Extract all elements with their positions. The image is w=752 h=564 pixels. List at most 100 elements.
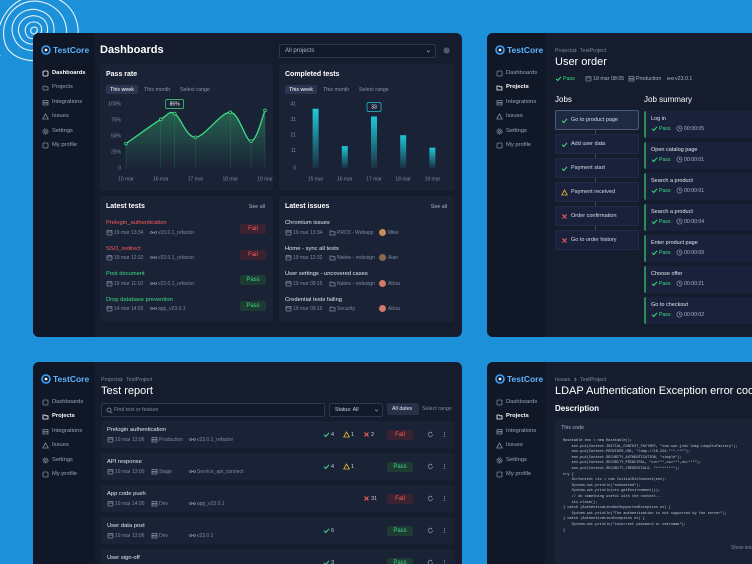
range-link[interactable]: Select range: [422, 406, 452, 412]
summary-item[interactable]: Search a product Pass 00:00:04: [644, 204, 752, 231]
job[interactable]: Go to order history: [555, 230, 639, 250]
test-version: v23.0.1_refactor: [158, 255, 195, 261]
cross-icon-part: [364, 496, 369, 501]
nav-item[interactable]: My profile: [52, 142, 78, 148]
tab[interactable]: Select range: [359, 86, 389, 93]
summary-item[interactable]: Search a product Pass 00:00:01: [644, 173, 752, 200]
report-row[interactable]: User data post 19 mar 13:06 Dev v23.0.1 6 Pas…: [101, 517, 455, 544]
order-screen: TestCore Dashboards Projects Integrations Is…: [487, 33, 752, 337]
nav-item[interactable]: Dashboards: [52, 70, 86, 76]
nav-item[interactable]: Projects: [52, 84, 73, 91]
issue-name[interactable]: Home - sync all tests: [285, 245, 339, 252]
rerun-icon-part: [430, 463, 433, 466]
tab[interactable]: This month: [323, 86, 350, 93]
folder-icon: [496, 414, 503, 420]
nav-item[interactable]: My profile: [506, 142, 532, 148]
square-icon-part: [42, 70, 49, 77]
nav-item[interactable]: Issues: [506, 113, 523, 120]
test-name[interactable]: Prelogin_authentication: [106, 220, 167, 226]
breadcrumb-item[interactable]: Projects: [555, 48, 575, 54]
avatar: [379, 305, 386, 312]
nav-item[interactable]: My profile: [506, 471, 532, 477]
square-icon-part: [496, 399, 503, 406]
y-tick-label: 31: [290, 117, 296, 123]
nav-item[interactable]: Projects: [506, 84, 529, 91]
summary-item[interactable]: Enter product page Pass 00:00:09: [644, 235, 752, 262]
clock-icon: [676, 218, 683, 225]
summary-item[interactable]: Open catalog page Pass 00:00:01: [644, 142, 752, 169]
job[interactable]: Add user data: [555, 134, 639, 154]
folder-icon-part: [496, 85, 503, 91]
nav-item[interactable]: Dashboards: [506, 70, 538, 76]
warn-icon: [496, 113, 503, 120]
test-name[interactable]: Drop database prevention: [106, 296, 173, 303]
folder-icon-part: [329, 306, 336, 312]
nav-item[interactable]: Settings: [506, 456, 527, 463]
issue-name[interactable]: Chromium issues: [285, 220, 330, 226]
tab[interactable]: This week: [285, 85, 317, 94]
bar: [341, 146, 348, 168]
nav-item[interactable]: Settings: [52, 456, 73, 463]
status-filter[interactable]: Status: All: [329, 403, 383, 417]
folder-icon: [42, 85, 49, 91]
report-row[interactable]: App code push 19 mar 14:00 Dev app_v23.0.1 3…: [101, 485, 455, 512]
nav-item[interactable]: Integrations: [52, 427, 83, 434]
row-version: v23.0.1: [197, 533, 214, 539]
summary-name: Open catalog page: [651, 147, 698, 153]
row-name: API response: [107, 459, 142, 465]
nav-item[interactable]: My profile: [52, 471, 78, 477]
search-box[interactable]: Find test or feature: [101, 403, 325, 417]
job[interactable]: Payment received: [555, 182, 639, 202]
test-name[interactable]: Post document: [106, 271, 145, 277]
breadcrumb-item[interactable]: Issues: [555, 377, 571, 383]
nav-item[interactable]: Integrations: [52, 98, 83, 105]
see-all[interactable]: See all: [248, 204, 265, 210]
calendar-icon-part: [285, 255, 292, 261]
summary-item[interactable]: Choose offer Pass 00:00:21: [644, 266, 752, 293]
dot: [443, 433, 446, 436]
summary-item[interactable]: Go to checkout Pass 00:00:02: [644, 297, 752, 324]
issue-name[interactable]: User settings - uncovered cases: [285, 271, 368, 277]
nav-item[interactable]: Settings: [506, 127, 527, 134]
nav-item[interactable]: Issues: [52, 113, 69, 120]
nav-item[interactable]: Settings: [52, 127, 73, 134]
nav-item[interactable]: Projects: [52, 413, 75, 420]
nav-item[interactable]: Integrations: [506, 98, 537, 105]
clock-icon-part: [679, 189, 681, 191]
issue-name[interactable]: Credential tests failing: [285, 296, 343, 303]
tab[interactable]: Select range: [180, 86, 210, 93]
job[interactable]: Payment start: [555, 158, 639, 178]
breadcrumb-item[interactable]: Projects: [101, 377, 121, 383]
breadcrumb-item[interactable]: TestProject: [580, 48, 607, 54]
dot: [443, 531, 446, 534]
see-all[interactable]: See all: [430, 204, 447, 210]
summary-item[interactable]: Log in Pass 00:00:05: [644, 111, 752, 138]
issue-date: 19 mar 09:15: [293, 280, 323, 287]
cross-icon: [364, 496, 369, 501]
branch-icon-part: [189, 438, 192, 441]
square-icon-part: [496, 70, 503, 77]
show-less[interactable]: Show less: [731, 545, 752, 551]
nav-item[interactable]: Projects: [506, 413, 529, 420]
server-icon-part: [151, 439, 158, 443]
test-name[interactable]: SSO_redirect: [106, 245, 141, 252]
job[interactable]: Go to product page: [555, 110, 639, 130]
tab[interactable]: This month: [144, 86, 171, 93]
dates-filter[interactable]: All dates: [387, 403, 419, 415]
nav-item[interactable]: Dashboards: [52, 399, 84, 405]
clock-icon-part: [676, 311, 683, 318]
breadcrumb-item[interactable]: TestProject: [126, 377, 153, 383]
nav-item[interactable]: Issues: [506, 442, 523, 449]
report-row[interactable]: API response 19 mar 13:00 Stage Service_api…: [101, 453, 455, 480]
breadcrumb-item[interactable]: TestProject: [580, 377, 607, 383]
nav-item[interactable]: Integrations: [506, 427, 537, 434]
nav-item[interactable]: Issues: [52, 442, 69, 449]
tab[interactable]: This week: [106, 85, 138, 94]
project-filter[interactable]: All projects: [279, 44, 436, 58]
job-connector: [595, 129, 596, 134]
report-row[interactable]: Prelogin authentication 19 mar 13:06 Produ…: [101, 421, 455, 448]
job[interactable]: Order confirmation: [555, 206, 639, 226]
folder-icon: [496, 85, 503, 91]
nav-item[interactable]: Dashboards: [506, 399, 538, 405]
report-row[interactable]: User sign-off19 mar 13:00Stagev23.0.13Pa…: [101, 549, 455, 564]
